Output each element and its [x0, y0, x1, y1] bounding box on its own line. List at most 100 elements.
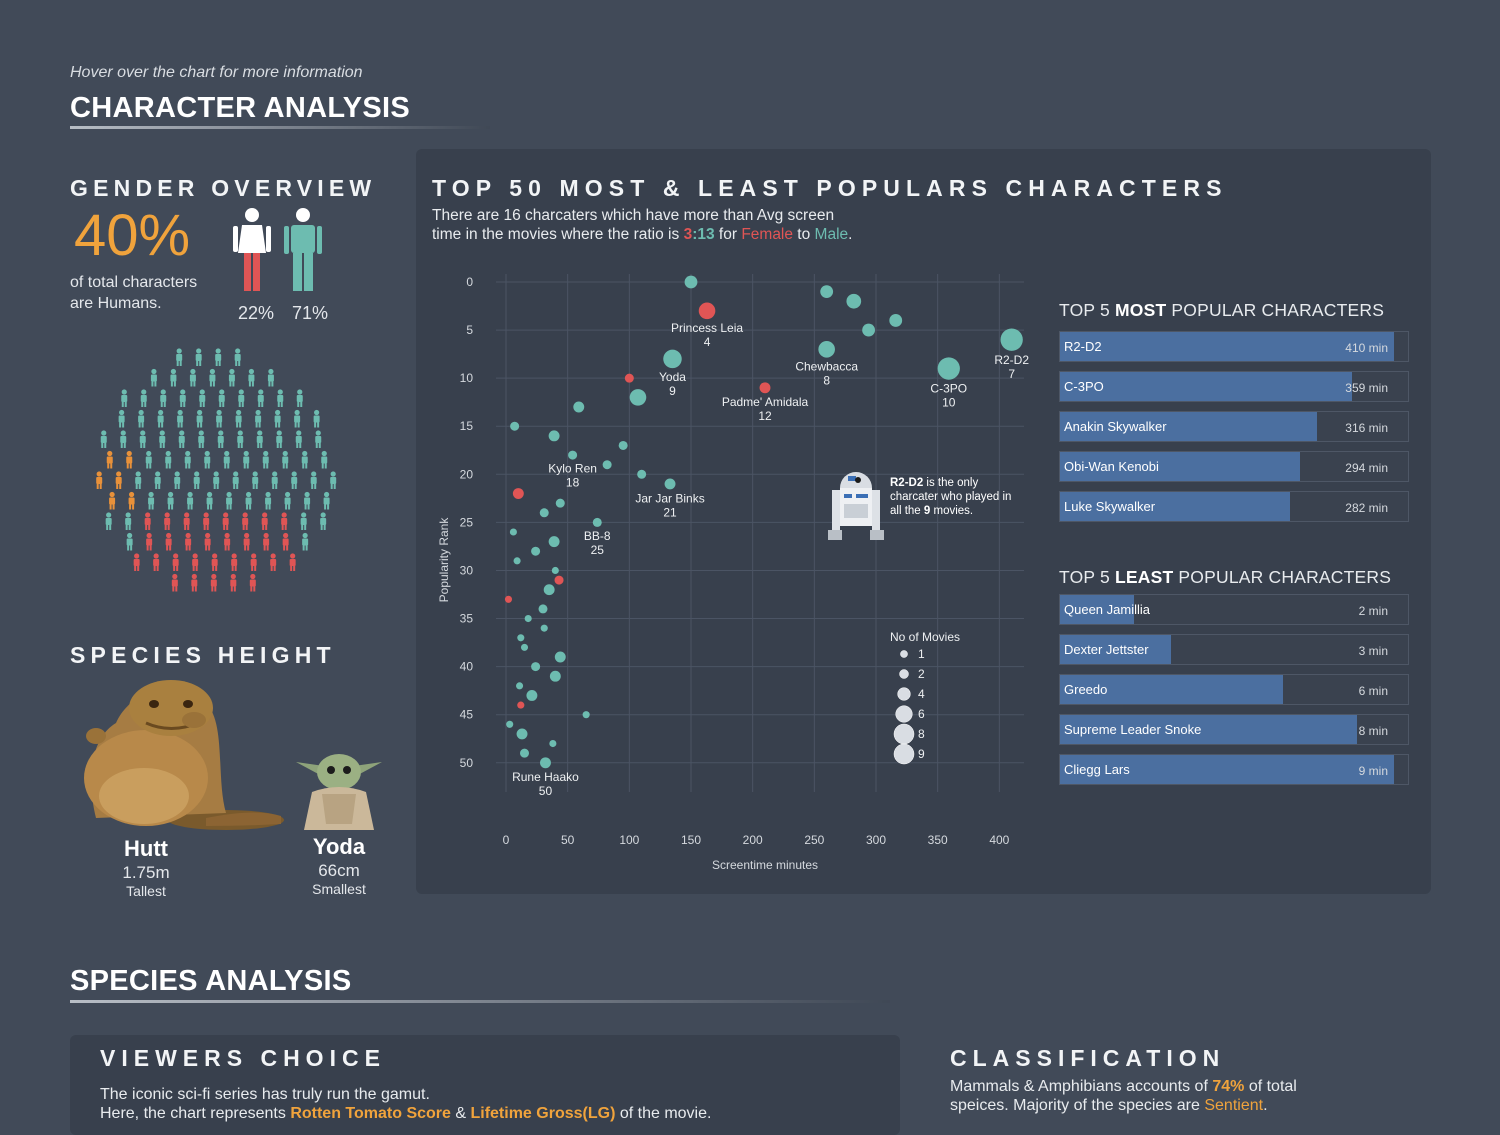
scatter-point[interactable]: [551, 566, 559, 575]
person-icon: [245, 491, 252, 510]
bar-row[interactable]: Queen Jamillia 2 min: [1059, 594, 1409, 625]
person-icon: [265, 491, 272, 510]
scatter-point[interactable]: [524, 614, 532, 623]
bar-row[interactable]: R2-D2 410 min: [1059, 331, 1409, 362]
bar-row[interactable]: Dexter Jettster 3 min: [1059, 634, 1409, 665]
size-legend-title: No of Movies: [890, 630, 960, 644]
person-icon: [218, 389, 225, 407]
person-icon: [191, 573, 198, 592]
scatter-point[interactable]: [539, 508, 549, 518]
scatter-point[interactable]: [531, 662, 541, 672]
scatter-point[interactable]: [759, 382, 771, 394]
person-icon: [320, 512, 327, 530]
scatter-point[interactable]: [517, 701, 525, 709]
scatter-point[interactable]: [540, 624, 548, 632]
scatter-point[interactable]: [520, 748, 529, 758]
person-icon: [179, 389, 186, 407]
person-icon: [204, 532, 211, 551]
scatter-point[interactable]: [637, 469, 647, 479]
scatter-point[interactable]: [517, 634, 525, 642]
bar-label: Anakin Skywalker: [1064, 419, 1167, 434]
bar-row[interactable]: Supreme Leader Snoke 8 min: [1059, 714, 1409, 745]
scatter-point[interactable]: [582, 711, 590, 719]
scatter-point[interactable]: [531, 546, 541, 556]
person-icon: [159, 430, 166, 448]
person-icon: [223, 450, 230, 469]
scatter-point[interactable]: [818, 341, 835, 358]
person-icon: [310, 471, 317, 489]
x-axis-label: Screentime minutes: [712, 858, 818, 872]
person-icon: [242, 512, 249, 530]
scatter-point[interactable]: [629, 389, 647, 406]
scatter-point[interactable]: [516, 728, 528, 740]
scatter-point[interactable]: [592, 517, 602, 527]
scatter-point[interactable]: [624, 373, 634, 383]
scatter-point[interactable]: [513, 557, 521, 565]
scatter-point[interactable]: [698, 302, 716, 320]
person-icon: [125, 512, 132, 530]
person-icon: [118, 409, 125, 428]
scatter-point[interactable]: [549, 739, 557, 748]
scatter-point[interactable]: [618, 440, 628, 450]
bar-value: 294 min: [1345, 461, 1388, 475]
person-icon: [170, 368, 177, 387]
person-icon: [148, 491, 155, 510]
person-icon: [222, 512, 229, 530]
scatter-point[interactable]: [663, 349, 682, 369]
scatter-point[interactable]: [889, 314, 903, 327]
x-tick-label: 350: [928, 833, 948, 847]
scatter-point[interactable]: [538, 604, 548, 614]
scatter-point[interactable]: [555, 498, 565, 508]
scatter-point[interactable]: [549, 670, 561, 682]
person-icon: [203, 512, 210, 530]
population-pictogram: [96, 348, 337, 592]
point-label: BB-8: [584, 529, 611, 543]
size-legend-circle: [893, 723, 915, 745]
scatter-point[interactable]: [510, 421, 520, 431]
scatter-point[interactable]: [602, 460, 612, 470]
scatter-point[interactable]: [526, 690, 538, 701]
person-icon: [216, 409, 223, 428]
person-icon: [196, 409, 203, 428]
bar-row[interactable]: Cliegg Lars 9 min: [1059, 754, 1409, 785]
scatter-point[interactable]: [516, 682, 524, 690]
scatter-point[interactable]: [540, 757, 551, 769]
scatter-point[interactable]: [548, 536, 560, 548]
person-icon: [183, 512, 190, 530]
bar-row[interactable]: C-3PO 359 min: [1059, 371, 1409, 402]
person-icon: [164, 512, 171, 530]
scatter-point[interactable]: [520, 643, 529, 651]
scatter-point[interactable]: [506, 720, 514, 728]
person-icon: [261, 512, 268, 530]
person-icon: [301, 450, 308, 469]
scatter-point[interactable]: [548, 430, 560, 442]
scatter-point[interactable]: [554, 651, 566, 663]
scatter-point[interactable]: [684, 275, 698, 289]
person-icon: [204, 450, 211, 469]
scatter-point[interactable]: [846, 293, 862, 309]
bar-row[interactable]: Obi-Wan Kenobi 294 min: [1059, 451, 1409, 482]
scatter-point[interactable]: [1000, 328, 1023, 351]
person-icon: [192, 553, 199, 571]
popularity-scatter-chart[interactable]: 0 50 100 150 200 250 300 350 4000510152025303540…: [430, 262, 1040, 882]
bar-row[interactable]: Greedo 6 min: [1059, 674, 1409, 705]
scatter-point[interactable]: [504, 595, 513, 603]
scatter-point[interactable]: [512, 488, 524, 499]
person-icon: [167, 491, 174, 510]
person-icon: [252, 471, 259, 489]
scatter-point[interactable]: [543, 584, 555, 596]
person-icon: [257, 389, 264, 407]
person-icon: [262, 450, 269, 469]
person-icon: [153, 553, 160, 571]
scatter-point[interactable]: [573, 401, 585, 413]
bar-row[interactable]: Anakin Skywalker 316 min: [1059, 411, 1409, 442]
scatter-point[interactable]: [509, 528, 517, 536]
scatter-point[interactable]: [664, 478, 676, 490]
y-tick-label: 0: [466, 275, 473, 289]
scatter-point[interactable]: [554, 575, 564, 585]
scatter-point[interactable]: [862, 323, 875, 337]
bar-row[interactable]: Luke Skywalker 282 min: [1059, 491, 1409, 522]
scatter-point[interactable]: [937, 357, 960, 380]
scatter-point[interactable]: [820, 285, 834, 299]
scatter-point[interactable]: [568, 450, 578, 460]
